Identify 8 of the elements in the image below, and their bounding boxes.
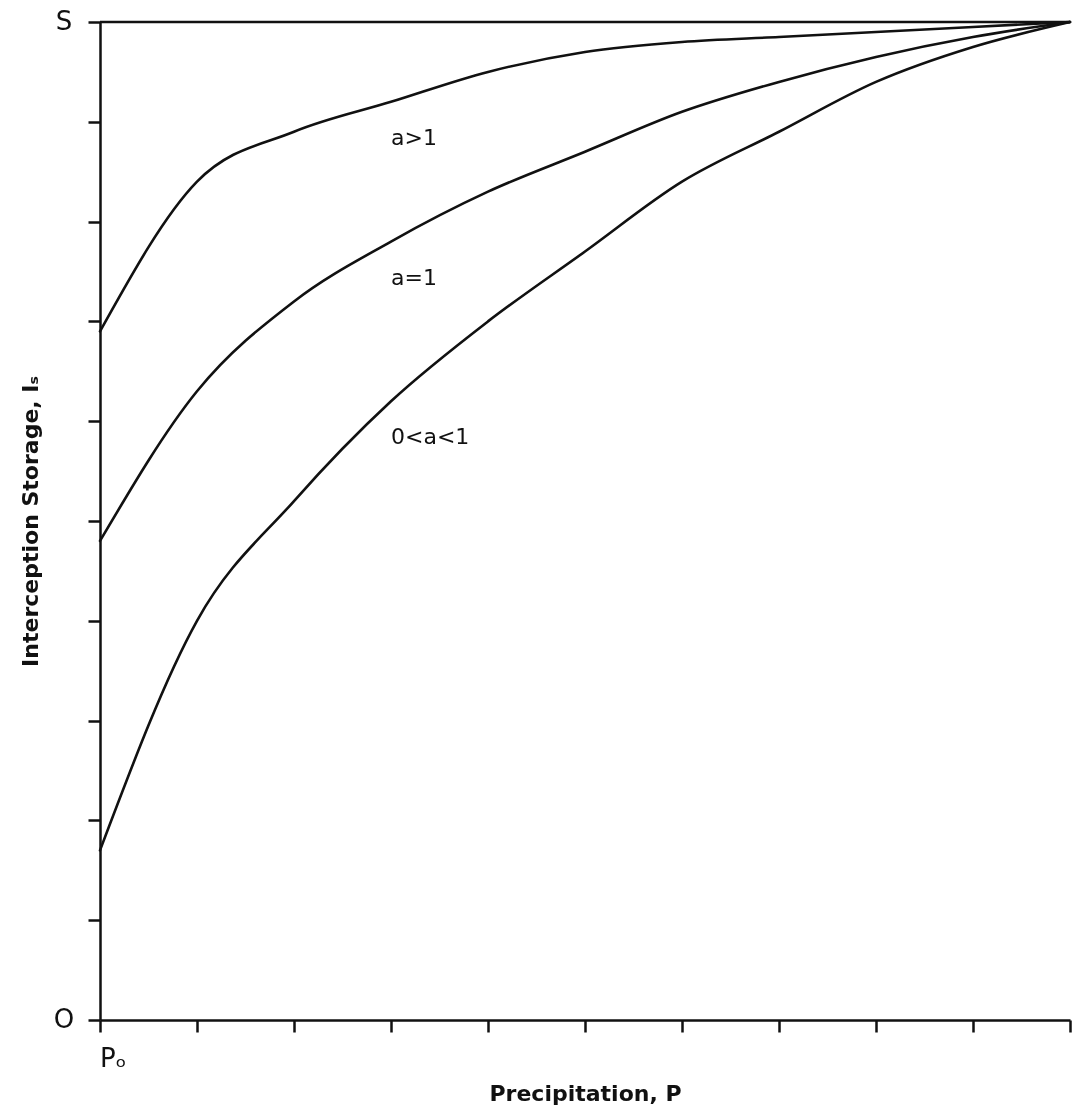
text: O [53,1004,75,1034]
y-axis-title: Interception Storage, Iₛ [18,376,44,667]
x-axis-title: Precipitation, P [489,1080,682,1106]
series-label: 0<a<1 [391,424,470,450]
text: Pₒ [100,1043,127,1073]
series-label: a=1 [391,264,437,290]
text: S [55,6,73,36]
series-label: a>1 [391,124,437,150]
